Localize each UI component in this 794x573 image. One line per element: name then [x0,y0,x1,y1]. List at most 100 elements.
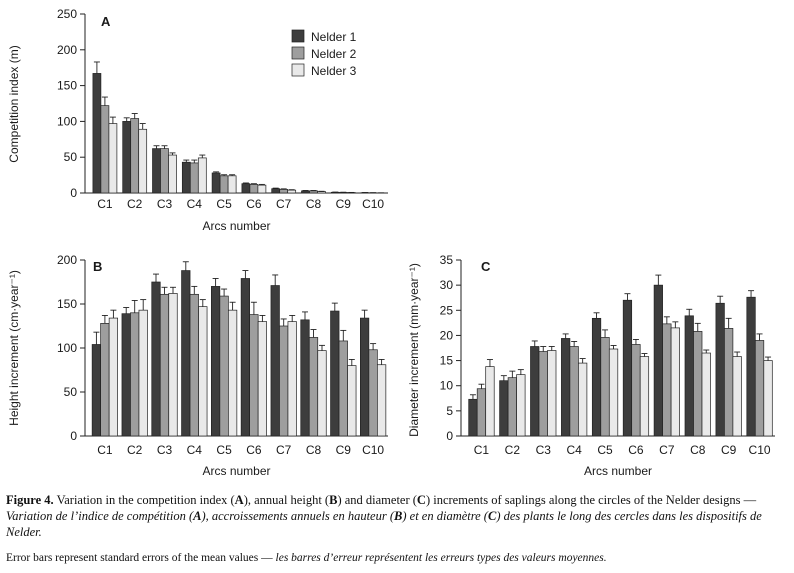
bar [130,118,140,194]
y-tick-label: 10 [440,379,454,393]
x-tick-label: C5 [597,443,613,457]
bar [516,374,526,437]
bar [271,188,281,194]
y-axis-title: Diameter increment (mm·year⁻¹) [407,263,421,437]
x-tick-label: C7 [276,197,292,211]
bar [279,189,289,194]
figure-note: Error bars represent standard errors of … [6,552,607,564]
x-tick-label: C9 [336,197,352,211]
bar [715,302,725,437]
x-tick-label: C7 [659,443,675,457]
bar [181,270,191,437]
bar [639,356,650,437]
bar [547,350,557,437]
bar [732,356,742,437]
y-tick-label: 150 [57,297,77,311]
bar [662,323,672,437]
bar [240,278,250,437]
bar [181,161,191,194]
bar [347,365,357,437]
y-tick-label: 0 [70,186,77,200]
x-tick-label: C2 [127,443,143,457]
x-tick-label: C8 [306,443,322,457]
bar [754,340,765,437]
x-tick-label: C4 [187,197,203,211]
y-tick-label: 100 [57,341,77,355]
x-tick-label: C10 [362,443,384,457]
y-tick-label: 35 [440,253,454,267]
y-tick-label: 200 [57,43,77,57]
bar [211,286,221,437]
bar [160,148,169,194]
x-tick-label: C5 [216,197,232,211]
bar [241,183,251,194]
x-tick-label: C10 [749,443,771,457]
x-tick-label: C6 [246,197,262,211]
bar [211,172,221,194]
panel-label: A [101,14,111,29]
y-tick-label: 0 [446,429,453,443]
bar [538,351,548,437]
y-axis-title: Competition index (m) [7,45,21,162]
bar [338,340,348,437]
bar [287,321,297,437]
bar [746,296,756,437]
bar [138,128,148,194]
bar [279,325,289,437]
figure-caption: Figure 4. Variation in the competition i… [6,493,762,539]
bar [377,364,387,437]
bar [693,331,703,437]
bar [368,349,378,437]
bar [168,154,177,194]
panel-label: B [93,259,102,274]
bar [159,293,170,437]
bar [330,310,340,437]
bar [622,299,633,437]
x-tick-label: C4 [566,443,582,457]
bar [499,380,509,437]
bar [130,312,140,437]
bar [301,190,310,194]
y-tick-label: 150 [57,79,77,93]
legend-label: Nelder 2 [311,47,357,61]
x-tick-label: C10 [362,197,384,211]
bar [198,306,208,437]
x-tick-label: C3 [157,197,173,211]
x-tick-label: C4 [187,443,203,457]
x-tick-label: C5 [216,443,232,457]
y-tick-label: 0 [70,429,77,443]
bar [249,184,259,194]
x-tick-label: C6 [246,443,262,457]
x-tick-label: C9 [336,443,352,457]
panel-label: C [481,259,491,274]
bar [122,121,132,194]
bar [360,317,370,437]
chart-panel-c: 0 5 10 15 20 25 30 35 Diameter increment (mm·yea… [407,253,775,478]
bar [197,157,207,194]
x-tick-label: C3 [536,443,552,457]
figure-label: Figure 4. [6,493,54,507]
y-tick-label: 15 [440,354,454,368]
bar [530,346,540,437]
bar [287,189,297,194]
x-tick-label: C3 [157,443,173,457]
x-tick-label: C8 [306,197,322,211]
bar [317,191,326,194]
bar [189,293,199,437]
bar [227,175,237,194]
bar [561,338,571,437]
x-tick-label: C1 [97,197,113,211]
x-tick-label: C9 [721,443,737,457]
bar [100,323,110,437]
y-tick-label: 30 [440,278,454,292]
y-tick-label: 250 [57,7,77,21]
x-tick-label: C2 [127,197,143,211]
legend-label: Nelder 3 [311,64,357,78]
bar [724,328,734,437]
x-tick-label: C2 [505,443,521,457]
bar [631,344,641,437]
bar [476,388,487,437]
bar [569,346,579,437]
bar [270,285,280,437]
